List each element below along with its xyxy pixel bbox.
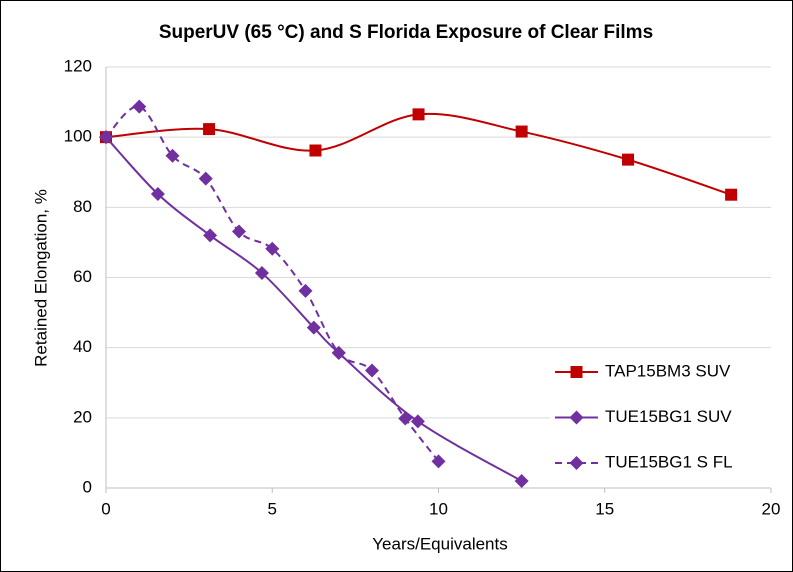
x-tick-label: 20 xyxy=(762,499,781,518)
marker xyxy=(306,320,321,335)
marker xyxy=(309,144,322,157)
marker xyxy=(412,108,425,121)
marker xyxy=(331,345,346,360)
marker xyxy=(569,456,584,470)
marker xyxy=(203,228,218,243)
y-tick-label: 40 xyxy=(73,337,92,356)
y-tick-label: 20 xyxy=(73,407,92,426)
marker xyxy=(410,414,425,429)
marker xyxy=(570,366,583,378)
marker xyxy=(431,454,446,469)
marker xyxy=(198,171,213,186)
marker xyxy=(265,241,280,256)
legend-label: TUE15BG1 S FL xyxy=(605,452,733,471)
y-tick-label: 0 xyxy=(83,477,92,496)
legend-label: TUE15BG1 SUV xyxy=(605,407,732,426)
marker xyxy=(150,187,165,202)
x-axis-label: Years/Equivalents xyxy=(372,534,507,553)
x-tick-label: 10 xyxy=(429,499,448,518)
marker xyxy=(365,363,379,378)
marker xyxy=(569,410,584,425)
marker xyxy=(725,188,738,201)
marker xyxy=(514,473,529,488)
y-tick-label: 120 xyxy=(64,56,92,75)
x-tick-label: 15 xyxy=(595,499,614,518)
marker xyxy=(622,153,635,166)
marker xyxy=(203,123,216,136)
marker xyxy=(254,265,269,280)
legend-label: TAP15BM3 SUV xyxy=(605,361,731,380)
x-tick-label: 5 xyxy=(268,499,277,518)
marker xyxy=(232,224,246,239)
y-tick-label: 80 xyxy=(73,197,92,216)
x-tick-label: 0 xyxy=(101,499,110,518)
marker xyxy=(132,99,147,114)
legend-bg xyxy=(550,445,775,481)
chart-title: SuperUV (65 °C) and S Florida Exposure o… xyxy=(159,22,653,43)
y-tick-label: 100 xyxy=(64,127,92,146)
marker xyxy=(398,411,413,426)
y-tick-label: 60 xyxy=(73,267,92,286)
y-axis-label: Retained Elongation, % xyxy=(31,189,50,367)
marker xyxy=(298,283,313,298)
series-line xyxy=(105,105,440,462)
marker xyxy=(515,125,528,138)
marker xyxy=(99,130,113,145)
marker xyxy=(165,148,180,163)
